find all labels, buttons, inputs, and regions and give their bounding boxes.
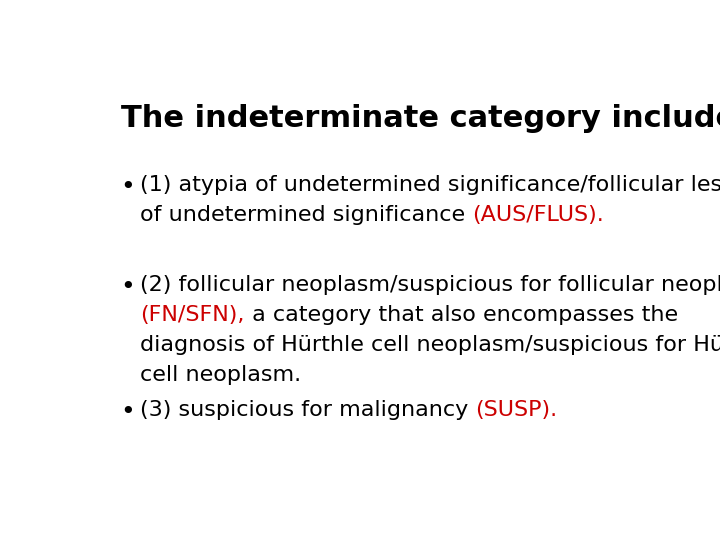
Text: (2) follicular neoplasm/suspicious for follicular neoplasm: (2) follicular neoplasm/suspicious for f… bbox=[140, 275, 720, 295]
Text: (SUSP).: (SUSP). bbox=[476, 400, 558, 420]
Text: (3) suspicious for malignancy: (3) suspicious for malignancy bbox=[140, 400, 476, 420]
Text: •: • bbox=[121, 175, 135, 199]
Text: a category that also encompasses the: a category that also encompasses the bbox=[245, 305, 678, 325]
Text: (AUS/FLUS).: (AUS/FLUS). bbox=[472, 205, 604, 225]
Text: (FN/SFN),: (FN/SFN), bbox=[140, 305, 245, 325]
Text: •: • bbox=[121, 400, 135, 423]
Text: diagnosis of Hürthle cell neoplasm/suspicious for Hürthle: diagnosis of Hürthle cell neoplasm/suspi… bbox=[140, 335, 720, 355]
Text: The indeterminate category includes: The indeterminate category includes bbox=[121, 104, 720, 133]
Text: •: • bbox=[121, 275, 135, 299]
Text: (1) atypia of undetermined significance/follicular lesion: (1) atypia of undetermined significance/… bbox=[140, 175, 720, 195]
Text: of undetermined significance: of undetermined significance bbox=[140, 205, 472, 225]
Text: cell neoplasm.: cell neoplasm. bbox=[140, 364, 302, 384]
